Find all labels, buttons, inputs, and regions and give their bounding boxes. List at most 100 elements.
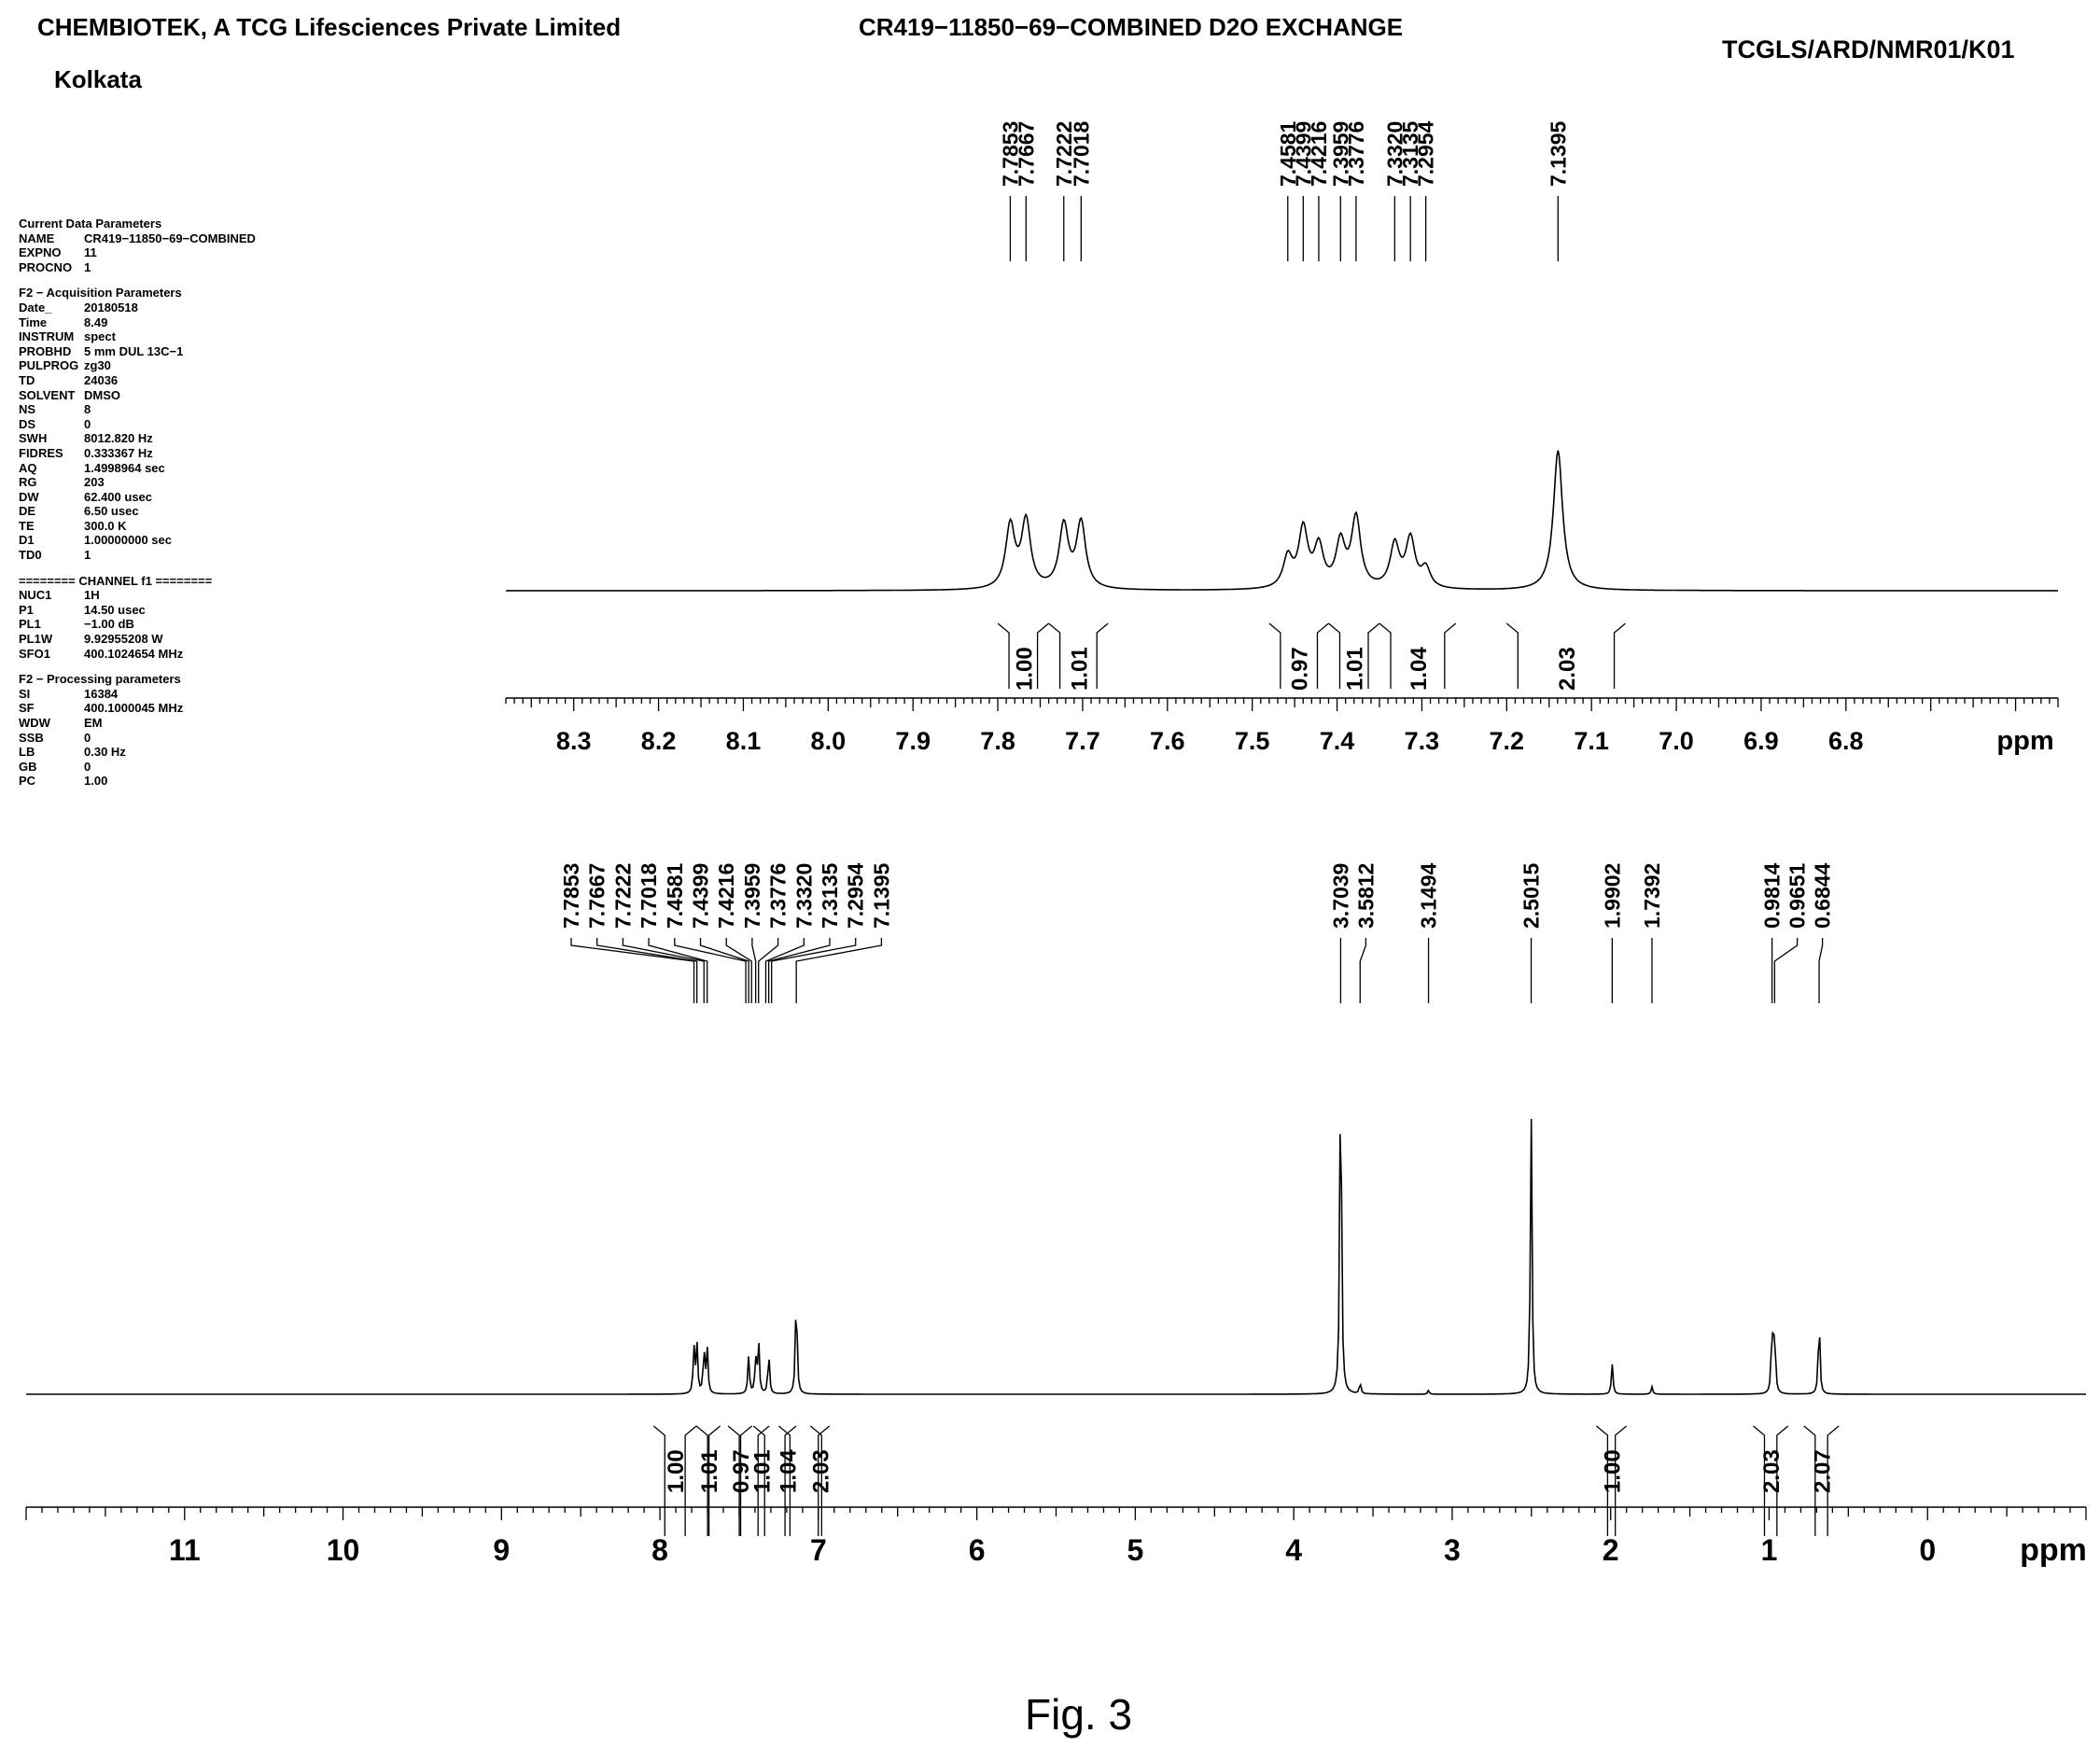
x-tick-label: 0 — [1919, 1533, 1936, 1567]
parameter-row: Date_ 20180518 — [19, 300, 256, 315]
parameter-row: PL1W 9.92955208 W — [19, 632, 256, 647]
parameter-key: Time — [19, 314, 48, 329]
parameter-row: SI 16384 — [19, 687, 256, 702]
peak-label: 7.4216 — [714, 863, 738, 929]
parameter-value: 1.00 — [84, 774, 108, 789]
company-name: CHEMBIOTEK, A TCG Lifesciences Private L… — [37, 13, 622, 41]
x-tick-label: 7.1 — [1574, 727, 1609, 755]
peak-label-leader — [758, 938, 779, 1003]
parameter-row: AQ 1.4998964 sec — [19, 461, 256, 476]
parameter-value: 0.333367 Hz — [84, 445, 153, 460]
integral-value: 2.03 — [809, 1449, 834, 1493]
parameter-key: TE — [19, 518, 35, 533]
x-tick-label: 8.2 — [641, 727, 677, 755]
peak-label-leader — [699, 938, 749, 1003]
parameter-row: SSB 0 — [19, 731, 256, 746]
parameter-row: SF 400.1000045 MHz — [19, 701, 256, 716]
parameter-row: PULPROG zg30 — [19, 358, 256, 373]
integral-bracket — [809, 1425, 831, 1536]
peak-label: 7.4399 — [689, 863, 713, 929]
peak-label: 7.7667 — [1014, 121, 1038, 187]
parameter-row: LB 0.30 Hz — [19, 745, 256, 760]
parameter-key: AQ — [19, 460, 37, 475]
peak-label: 7.7222 — [610, 863, 635, 929]
peak-label: 7.3135 — [818, 862, 842, 929]
parameter-value: 62.400 usec — [84, 489, 153, 504]
peak-label: 7.3135 — [1398, 120, 1422, 187]
parameter-key: EXPNO — [19, 245, 62, 260]
parameter-key: SI — [19, 686, 31, 701]
peak-label: 7.7667 — [585, 863, 609, 929]
integral-value: 2.03 — [1555, 647, 1580, 691]
peak-label-leader — [1818, 938, 1824, 1003]
parameter-value: 6.50 usec — [84, 504, 139, 519]
parameter-key: TD0 — [19, 548, 42, 563]
document-code: TCGLS/ARD/NMR01/K01 — [1722, 35, 2015, 63]
integral-bracket — [1268, 622, 1329, 689]
parameter-row: INSTRUM spect — [19, 329, 256, 344]
parameter-row: Time 8.49 — [19, 315, 256, 330]
peak-label: 3.1494 — [1417, 862, 1441, 929]
parameter-row: SFO1 400.1024654 MHz — [19, 647, 256, 662]
integral-value: 1.01 — [750, 1449, 776, 1493]
parameter-key: PC — [19, 774, 36, 789]
peak-label: 7.1395 — [869, 862, 893, 929]
peak-label-leader — [795, 938, 883, 1003]
integral-bracket — [997, 622, 1050, 689]
peak-label: 7.7853 — [998, 121, 1022, 187]
parameter-key: PROCNO — [19, 259, 73, 274]
parameter-key: NS — [19, 402, 36, 417]
parameter-key: SWH — [19, 431, 48, 446]
parameter-value: 14.50 usec — [84, 602, 146, 617]
parameter-value: 400.1024654 MHz — [84, 646, 184, 661]
peak-label-leader — [674, 938, 747, 1003]
integral-value: 2.03 — [1759, 1449, 1785, 1493]
parameter-row: NUC1 1H — [19, 588, 256, 603]
figure-caption: Fig. 3 — [1025, 1690, 1133, 1739]
integral-bracket — [695, 1425, 721, 1536]
peak-label-leader — [1359, 938, 1367, 1003]
parameter-key: NAME — [19, 231, 55, 245]
parameter-key: P1 — [19, 602, 34, 617]
parameter-value: spect — [84, 329, 116, 344]
peak-label: 7.3776 — [1344, 121, 1368, 187]
parameter-value: 11 — [84, 245, 97, 260]
x-tick-label: 7.8 — [980, 727, 1015, 755]
parameter-key: SF — [19, 701, 35, 716]
parameter-value: 1.00000000 sec — [84, 533, 172, 548]
x-tick-label: 8.1 — [726, 727, 762, 755]
integral-bracket — [752, 1425, 770, 1536]
integral-value: 2.07 — [1810, 1449, 1835, 1493]
parameter-row: PL1 −1.00 dB — [19, 617, 256, 632]
x-tick-label: 11 — [169, 1533, 201, 1567]
peak-label: 7.4399 — [1291, 121, 1315, 187]
peak-label-leader — [648, 938, 708, 1003]
peak-label-leader — [596, 938, 698, 1003]
parameter-value: 24036 — [84, 372, 119, 387]
parameter-key: PL1W — [19, 632, 53, 647]
parameter-key: SFO1 — [19, 646, 50, 661]
x-tick-label: 8.3 — [556, 727, 592, 755]
parameter-row: SWH 8012.820 Hz — [19, 431, 256, 446]
x-axis-unit-label: ppm — [1996, 726, 2053, 756]
parameter-key: INSTRUM — [19, 329, 75, 344]
company-city: Kolkata — [54, 65, 142, 93]
x-tick-label: 1 — [1761, 1533, 1778, 1567]
peak-label: 3.7039 — [1328, 863, 1352, 929]
parameter-section: ======== CHANNEL f1 ======== NUC1 1H P1 14.5… — [19, 574, 256, 662]
peak-label: 7.4216 — [1307, 121, 1331, 187]
parameter-key: PROBHD — [19, 343, 72, 358]
x-tick-label: 7.9 — [895, 727, 931, 755]
parameter-section: Current Data Parameters NAME CR419−11850−6… — [19, 217, 256, 274]
peak-label: 0.9814 — [1760, 862, 1785, 929]
integral-value: 1.04 — [1407, 647, 1432, 691]
parameter-value: 9.92955208 W — [84, 632, 163, 647]
x-tick-label: 7.7 — [1065, 727, 1100, 755]
parameter-value: 5 mm DUL 13C−1 — [84, 343, 184, 358]
parameter-section-title: F2 − Processing parameters — [19, 672, 181, 687]
parameter-key: D1 — [19, 533, 35, 548]
parameter-value: 400.1000045 MHz — [84, 701, 184, 716]
parameter-value: 300.0 K — [84, 518, 127, 533]
